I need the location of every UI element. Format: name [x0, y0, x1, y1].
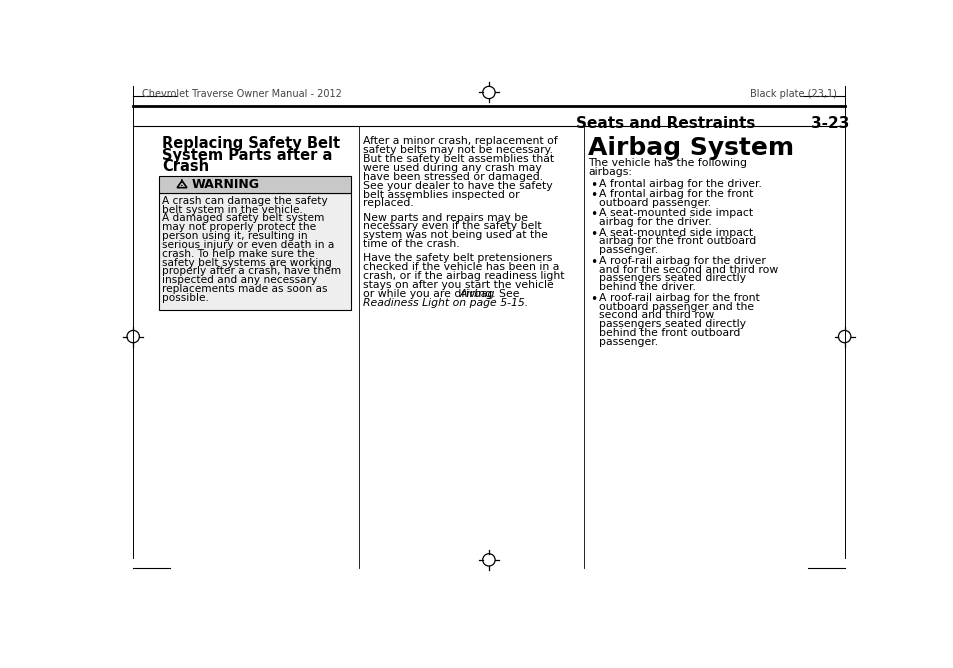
Text: crash. To help make sure the: crash. To help make sure the	[162, 248, 314, 259]
Text: outboard passenger.: outboard passenger.	[598, 198, 710, 208]
Text: See your dealer to have the safety: See your dealer to have the safety	[363, 180, 553, 190]
Text: passenger.: passenger.	[598, 337, 658, 347]
Text: properly after a crash, have them: properly after a crash, have them	[162, 267, 340, 277]
Text: Readiness Light on page 5-15.: Readiness Light on page 5-15.	[363, 298, 528, 308]
Bar	[158, 176, 351, 192]
Text: safety belt systems are working: safety belt systems are working	[162, 258, 332, 268]
Text: •: •	[589, 228, 597, 240]
Text: •: •	[589, 179, 597, 192]
Text: A damaged safety belt system: A damaged safety belt system	[162, 213, 324, 223]
Text: Chevrolet Traverse Owner Manual - 2012: Chevrolet Traverse Owner Manual - 2012	[142, 90, 342, 100]
Text: have been stressed or damaged.: have been stressed or damaged.	[363, 172, 543, 182]
Text: or while you are driving. See: or while you are driving. See	[363, 289, 523, 299]
Text: behind the driver.: behind the driver.	[598, 283, 695, 293]
Text: possible.: possible.	[162, 293, 209, 303]
Text: WARNING: WARNING	[192, 178, 260, 191]
Text: belt system in the vehicle.: belt system in the vehicle.	[162, 204, 302, 214]
Text: 3-23: 3-23	[810, 116, 848, 132]
Text: Airbag: Airbag	[459, 289, 495, 299]
Text: But the safety belt assemblies that: But the safety belt assemblies that	[363, 154, 554, 164]
Text: A frontal airbag for the driver.: A frontal airbag for the driver.	[598, 179, 761, 189]
Text: A seat-mounted side impact: A seat-mounted side impact	[598, 228, 752, 238]
Text: After a minor crash, replacement of: After a minor crash, replacement of	[363, 136, 558, 146]
Text: belt assemblies inspected or: belt assemblies inspected or	[363, 190, 519, 200]
Text: Crash: Crash	[162, 160, 209, 174]
Text: person using it, resulting in: person using it, resulting in	[162, 231, 307, 241]
Text: Black plate (23,1): Black plate (23,1)	[749, 90, 836, 100]
Text: behind the front outboard: behind the front outboard	[598, 328, 740, 338]
Text: •: •	[589, 256, 597, 269]
Text: A crash can damage the safety: A crash can damage the safety	[162, 196, 327, 206]
Text: Have the safety belt pretensioners: Have the safety belt pretensioners	[363, 253, 552, 263]
Text: airbag for the front outboard: airbag for the front outboard	[598, 236, 756, 246]
Text: System Parts after a: System Parts after a	[162, 148, 332, 163]
Text: necessary even if the safety belt: necessary even if the safety belt	[363, 222, 541, 231]
Text: passengers seated directly: passengers seated directly	[598, 273, 745, 283]
Text: serious injury or even death in a: serious injury or even death in a	[162, 240, 334, 250]
Text: •: •	[589, 293, 597, 306]
Text: airbag for the driver.: airbag for the driver.	[598, 217, 711, 227]
Text: time of the crash.: time of the crash.	[363, 239, 459, 249]
Text: A roof-rail airbag for the front: A roof-rail airbag for the front	[598, 293, 759, 303]
Text: may not properly protect the: may not properly protect the	[162, 222, 315, 232]
Text: !: !	[180, 179, 184, 188]
Text: •: •	[589, 189, 597, 202]
Text: Airbag System: Airbag System	[587, 136, 794, 160]
Text: Seats and Restraints: Seats and Restraints	[576, 116, 755, 132]
Text: •: •	[589, 208, 597, 221]
Text: safety belts may not be necessary.: safety belts may not be necessary.	[363, 145, 553, 155]
Text: passenger.: passenger.	[598, 245, 658, 255]
Bar	[158, 192, 351, 310]
Text: A frontal airbag for the front: A frontal airbag for the front	[598, 189, 753, 199]
Text: The vehicle has the following: The vehicle has the following	[587, 158, 746, 168]
Text: airbags:: airbags:	[587, 167, 632, 177]
Text: Replacing Safety Belt: Replacing Safety Belt	[162, 136, 339, 152]
Text: system was not being used at the: system was not being used at the	[363, 230, 548, 240]
Text: New parts and repairs may be: New parts and repairs may be	[363, 212, 528, 222]
Text: replaced.: replaced.	[363, 198, 414, 208]
Text: were used during any crash may: were used during any crash may	[363, 163, 541, 173]
Text: inspected and any necessary: inspected and any necessary	[162, 275, 316, 285]
Text: and for the second and third row: and for the second and third row	[598, 265, 778, 275]
Text: second and third row: second and third row	[598, 311, 714, 321]
Text: replacements made as soon as: replacements made as soon as	[162, 284, 327, 294]
Text: stays on after you start the vehicle: stays on after you start the vehicle	[363, 280, 554, 290]
Text: checked if the vehicle has been in a: checked if the vehicle has been in a	[363, 263, 559, 273]
Text: crash, or if the airbag readiness light: crash, or if the airbag readiness light	[363, 271, 564, 281]
Text: A seat-mounted side impact: A seat-mounted side impact	[598, 208, 752, 218]
Text: A roof-rail airbag for the driver: A roof-rail airbag for the driver	[598, 256, 765, 266]
Text: outboard passenger and the: outboard passenger and the	[598, 301, 753, 311]
Text: passengers seated directly: passengers seated directly	[598, 319, 745, 329]
